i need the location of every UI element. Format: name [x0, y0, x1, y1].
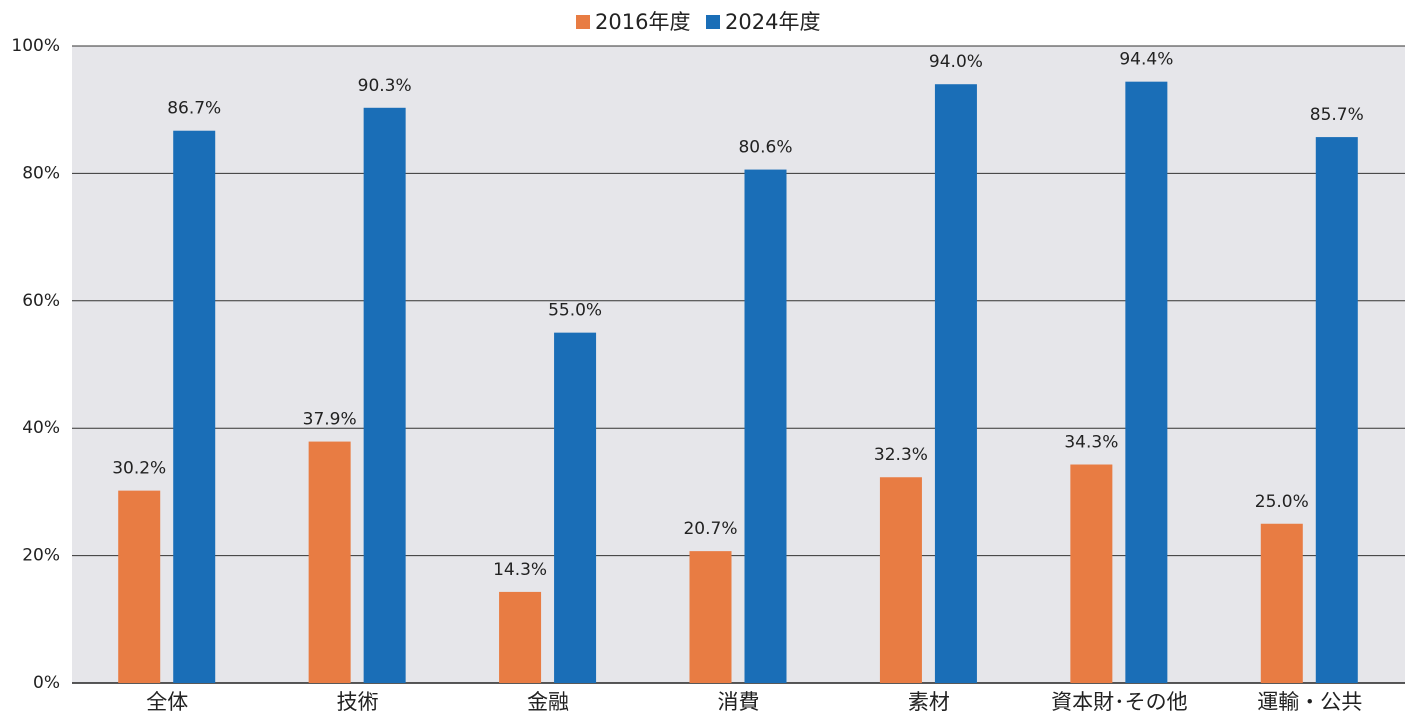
x-tick-label: 消費 — [718, 690, 760, 714]
value-label: 20.7% — [683, 519, 737, 539]
value-label: 94.4% — [1119, 50, 1173, 70]
bar — [689, 551, 732, 683]
y-tick-label: 80% — [22, 163, 60, 183]
bar — [554, 332, 597, 683]
bar — [1125, 81, 1168, 683]
x-tick-label: 素材 — [908, 690, 950, 714]
bar — [744, 169, 787, 683]
legend-text: 2024年度 — [725, 10, 820, 34]
y-tick-label: 20% — [22, 546, 60, 566]
value-label: 94.0% — [929, 52, 983, 72]
bar — [934, 84, 977, 684]
value-label: 14.3% — [493, 560, 547, 580]
y-tick-label: 100% — [11, 36, 60, 56]
value-label: 32.3% — [874, 445, 928, 465]
value-label: 55.0% — [548, 301, 602, 321]
value-label: 30.2% — [112, 459, 166, 479]
x-tick-label: 技術 — [337, 690, 379, 714]
value-label: 90.3% — [358, 76, 412, 96]
legend-text: 2016年度 — [595, 10, 690, 34]
x-tick-label: 金融 — [527, 690, 569, 714]
x-tick-label: 資本財･その他 — [1051, 690, 1188, 714]
value-label: 34.3% — [1064, 433, 1118, 453]
bar — [173, 130, 216, 683]
bar — [118, 490, 161, 683]
value-label: 37.9% — [303, 410, 357, 430]
x-tick-label: 全体 — [146, 690, 188, 714]
bar — [308, 441, 351, 683]
bar — [1315, 137, 1358, 683]
y-tick-label: 0% — [33, 673, 60, 693]
legend-swatch — [706, 15, 720, 29]
value-label: 80.6% — [738, 138, 792, 158]
y-tick-label: 40% — [22, 418, 60, 438]
legend-swatch — [576, 15, 590, 29]
y-tick-label: 60% — [22, 291, 60, 311]
value-label: 85.7% — [1310, 105, 1364, 125]
bar — [1260, 523, 1303, 683]
value-label: 86.7% — [167, 99, 221, 119]
plot-area — [72, 46, 1405, 683]
value-label: 25.0% — [1255, 492, 1309, 512]
x-tick-label: 運輸・公共 — [1257, 690, 1362, 714]
bar — [363, 107, 406, 683]
bar — [879, 477, 922, 683]
bar — [499, 591, 542, 683]
bar — [1070, 464, 1113, 683]
